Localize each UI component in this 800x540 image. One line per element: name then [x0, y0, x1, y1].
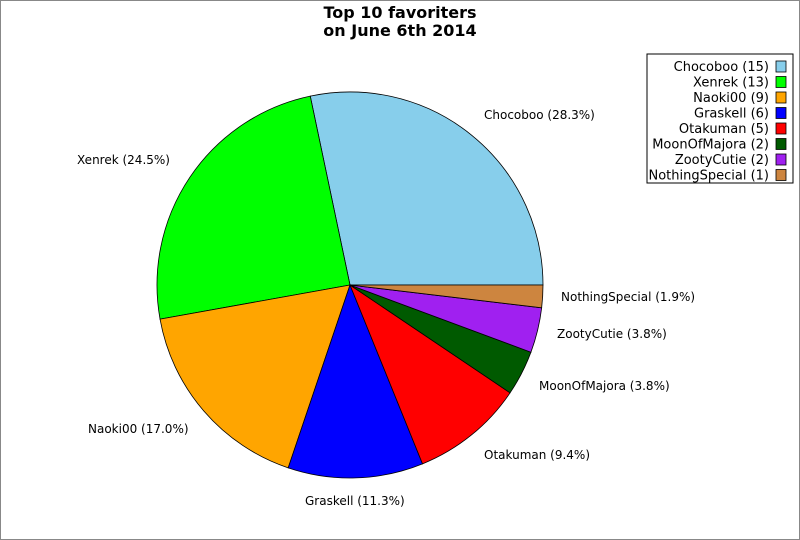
pie-slice-chocoboo [309, 91, 544, 286]
pie-slice-naoki00 [159, 284, 351, 469]
legend-swatch-zootycutie [775, 153, 787, 166]
slice-label-otakuman: Otakuman (9.4%) [484, 448, 590, 462]
chart-title-line-1: Top 10 favoriters [323, 3, 476, 22]
legend-swatch-moonofmajora [775, 138, 787, 150]
slice-label-chocoboo: Chocoboo (28.3%) [484, 108, 595, 122]
legend-label-graskell: Graskell (6) [694, 107, 769, 122]
slice-label-xenrek: Xenrek (24.5%) [77, 153, 170, 167]
legend-label-moonofmajora: MoonOfMajora (2) [652, 138, 769, 153]
legend-swatch-graskell [775, 107, 787, 119]
legend-label-zootycutie: ZootyCutie (2) [675, 153, 769, 168]
pie-slice-xenrek [156, 95, 351, 320]
pie-slice-graskell [287, 283, 424, 479]
legend-label-xenrek: Xenrek (13) [693, 76, 769, 91]
legend-label-chocoboo: Chocoboo (15) [674, 60, 769, 75]
slice-label-naoki00: Naoki00 (17.0%) [88, 422, 189, 436]
legend-swatch-xenrek [775, 76, 787, 88]
pie-slice-otakuman [349, 283, 511, 465]
legend-swatch-otakuman [775, 122, 787, 135]
slice-labels: Chocoboo (28.3%) Xenrek (24.5%) Naoki00 (1… [77, 108, 695, 508]
slice-label-nothingspecial: NothingSpecial (1.9%) [561, 290, 695, 304]
legend-swatch-nothingspecial [775, 169, 787, 181]
legend-label-nothingspecial: NothingSpecial (1) [648, 169, 769, 184]
slice-label-graskell: Graskell (11.3%) [305, 494, 405, 508]
legend-swatch-naoki00 [775, 91, 787, 104]
legend-box [646, 53, 794, 184]
chart-title-line-2: on June 6th 2014 [323, 21, 476, 40]
legend-label-otakuman: Otakuman (5) [679, 122, 769, 137]
slice-label-zootycutie: ZootyCutie (3.8%) [557, 327, 667, 341]
pie-slice-nothingspecial [349, 284, 544, 309]
legend: Chocoboo (15)Xenrek (13)Naoki00 (9)Grask… [646, 53, 794, 184]
pie-slices [156, 91, 544, 479]
legend-label-naoki00: Naoki00 (9) [693, 91, 769, 106]
slice-label-moonofmajora: MoonOfMajora (3.8%) [539, 379, 670, 393]
legend-swatch-chocoboo [775, 60, 787, 73]
